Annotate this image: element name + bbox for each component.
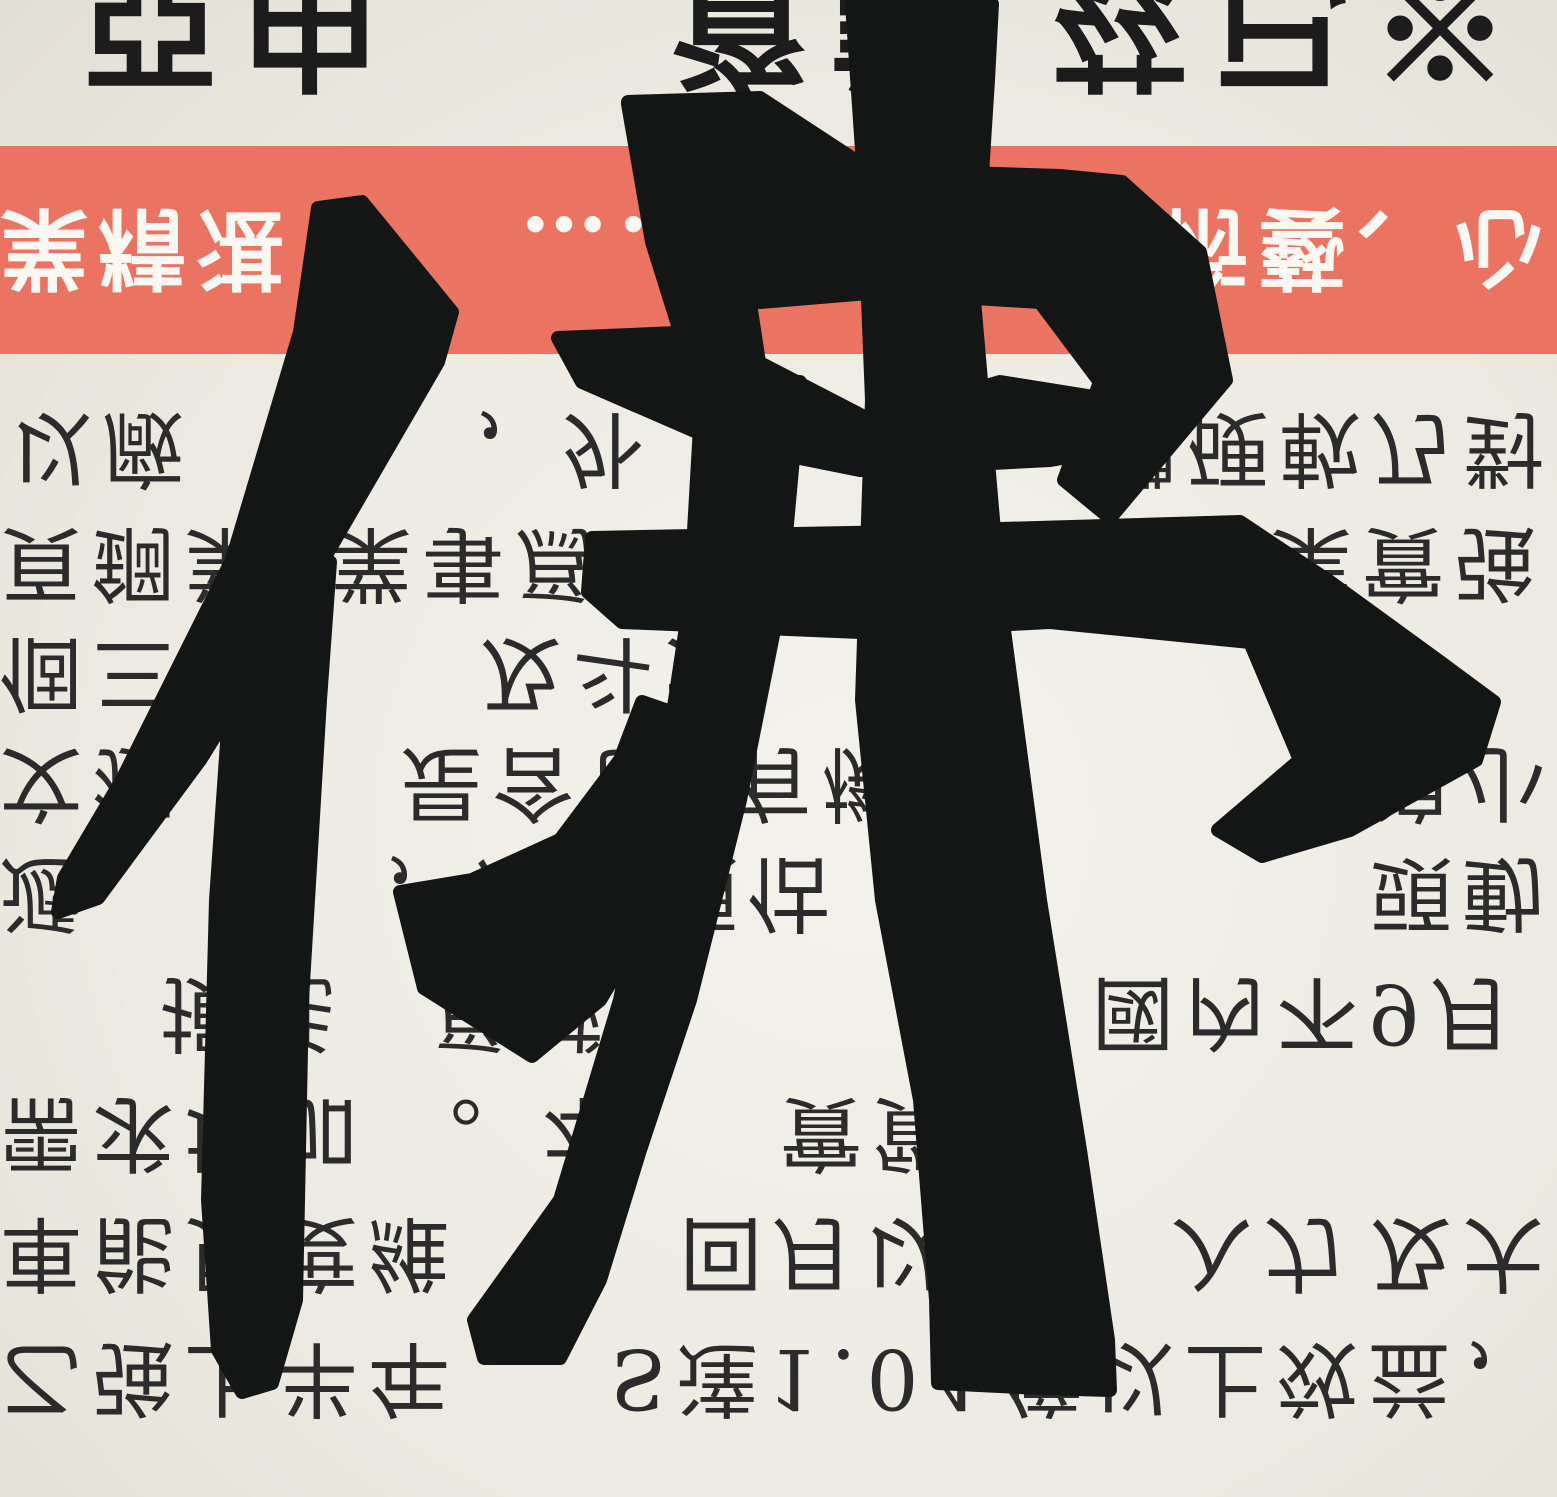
brush-stroke (393, 695, 707, 1063)
brush-stroke (51, 195, 459, 919)
brush-stroke (201, 555, 337, 1399)
brush-stroke (621, 91, 1233, 525)
